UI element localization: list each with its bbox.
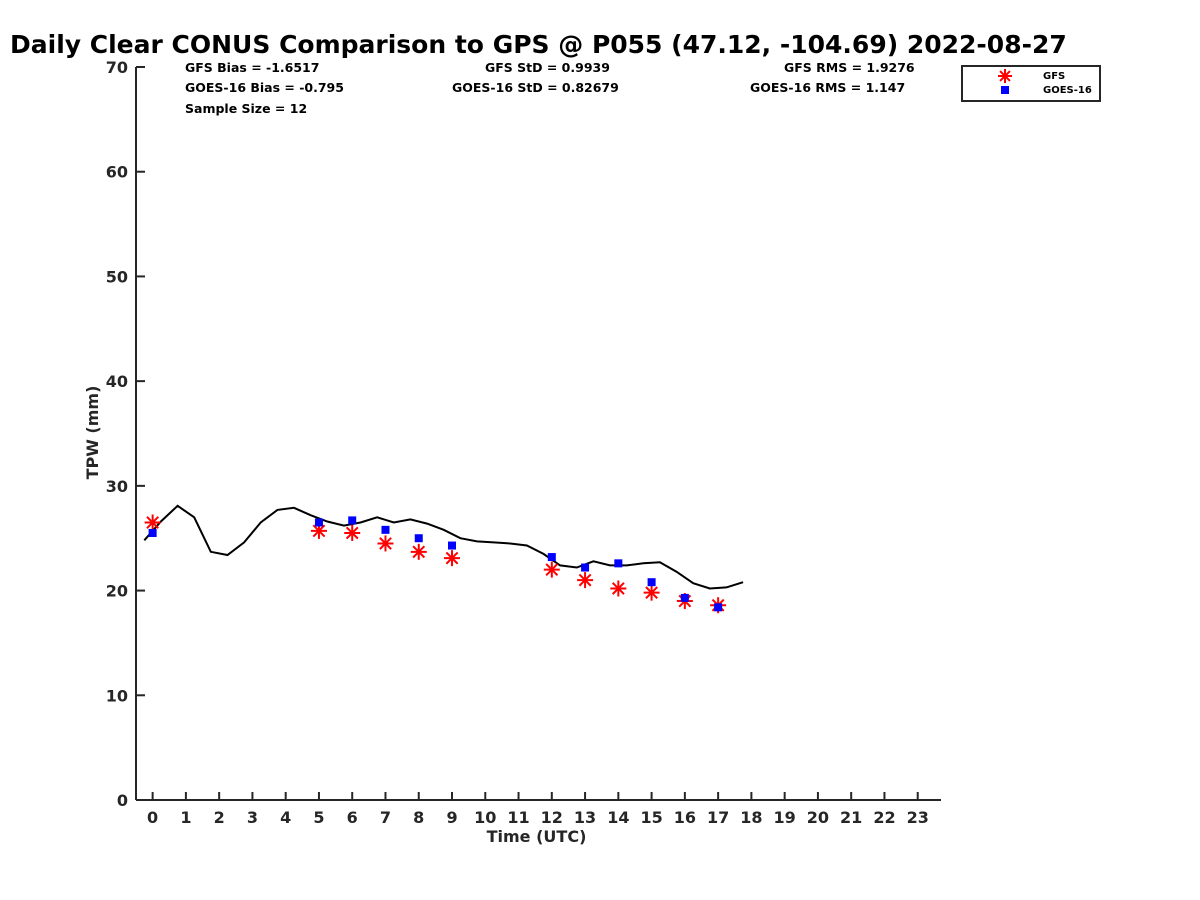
goes-point [547,553,556,562]
x-axis-label: Time (UTC) [487,827,587,846]
y-tick-label: 0 [117,791,128,810]
goes-series [148,516,723,612]
gfs-bias-text: GFS Bias = -1.6517 [185,60,320,75]
gfs-point [444,550,461,567]
legend-box [961,65,1101,102]
y-tick-label: 70 [106,58,128,77]
x-tick-label: 17 [707,808,729,827]
gps-line [143,504,744,590]
x-tick-label: 18 [740,808,762,827]
gps-line-series [143,504,744,590]
sample-size-text: Sample Size = 12 [185,101,308,116]
goes-point [448,541,457,550]
goes-std-text: GOES-16 StD = 0.82679 [452,80,619,95]
x-tick-label: 0 [147,808,158,827]
y-tick-label: 10 [106,686,128,705]
x-tick-label: 7 [380,808,391,827]
goes-point [314,518,323,527]
x-tick-label: 14 [607,808,629,827]
y-tick-label: 50 [106,267,128,286]
goes-point [381,525,390,534]
legend-gfs-label: GFS [1043,71,1065,82]
y-tick-label: 30 [106,477,128,496]
legend-gfs-marker [998,69,1012,83]
gfs-point [410,543,427,560]
gfs-std-text: GFS StD = 0.9939 [485,60,610,75]
goes-point [714,603,723,612]
x-tick-label: 5 [313,808,324,827]
goes-point [414,534,423,543]
gfs-point [144,514,161,531]
y-axis-label: TPW (mm) [83,386,102,480]
legend-goes-marker [1001,86,1009,94]
legend-goes-label: GOES-16 [1043,85,1092,96]
gfs-rms-text: GFS RMS = 1.9276 [784,60,915,75]
goes-point [148,528,157,537]
gfs-point [344,524,361,541]
x-tick-label: 6 [347,808,358,827]
goes-point [581,563,590,572]
gfs-point [643,584,660,601]
y-tick-label: 60 [106,163,128,182]
x-tick-label: 10 [474,808,496,827]
x-tick-label: 23 [907,808,929,827]
x-tick-label: 12 [541,808,563,827]
goes-bias-text: GOES-16 Bias = -0.795 [185,80,344,95]
gfs-point [377,535,394,552]
goes-point [614,559,623,568]
gfs-point [543,561,560,578]
gfs-point [577,572,594,589]
legend: GFS GOES-16 [961,65,1101,102]
y-tick-label: 20 [106,582,128,601]
gfs-series [144,514,727,614]
x-tick-label: 4 [280,808,291,827]
x-tick-label: 3 [247,808,258,827]
goes-point [348,516,357,525]
y-tick-label: 40 [106,372,128,391]
x-tick-label: 1 [180,808,191,827]
gfs-point [610,580,627,597]
goes-point [680,593,689,602]
goes-rms-text: GOES-16 RMS = 1.147 [750,80,906,95]
x-tick-label: 9 [446,808,457,827]
x-tick-label: 21 [840,808,862,827]
x-tick-label: 2 [214,808,225,827]
x-tick-label: 16 [674,808,696,827]
x-tick-label: 19 [774,808,796,827]
x-tick-label: 15 [640,808,662,827]
x-tick-label: 22 [873,808,895,827]
goes-point [647,578,656,587]
x-tick-label: 13 [574,808,596,827]
chart-title: Daily Clear CONUS Comparison to GPS @ P0… [10,30,1067,59]
x-tick-label: 20 [807,808,829,827]
x-tick-label: 8 [413,808,424,827]
x-tick-label: 11 [507,808,529,827]
